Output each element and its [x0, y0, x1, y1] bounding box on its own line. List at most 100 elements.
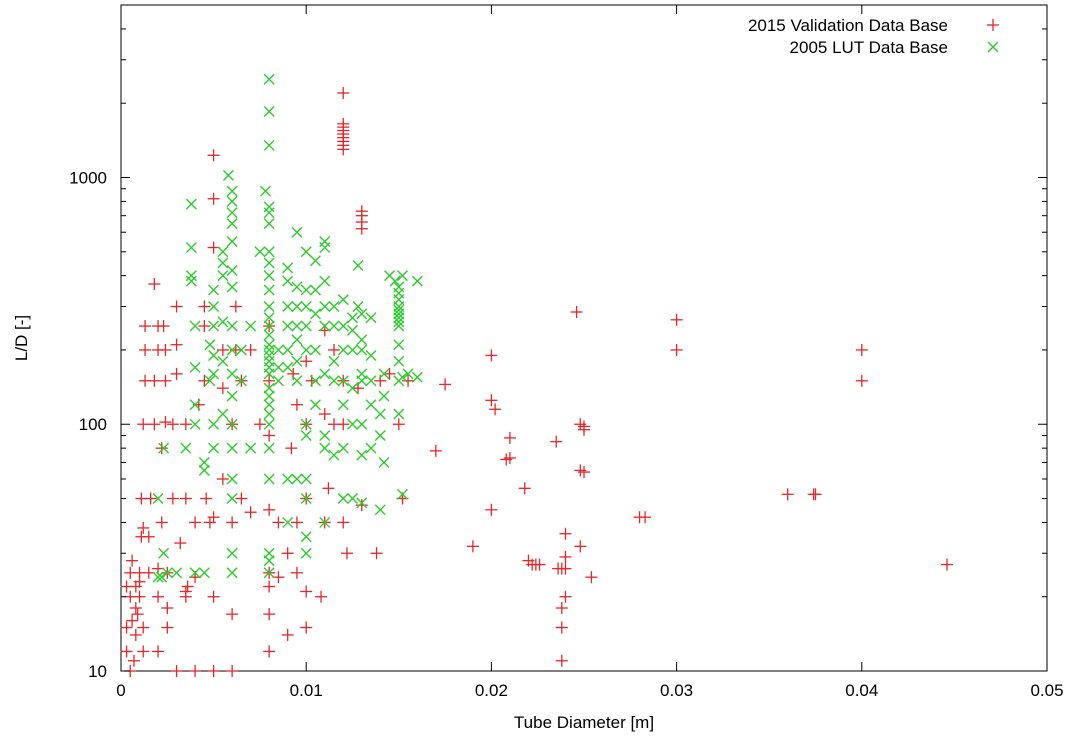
data-point — [374, 504, 386, 516]
marker-stroke-b — [226, 493, 238, 505]
data-point — [189, 399, 201, 411]
marker-stroke-b — [309, 284, 321, 296]
data-point — [133, 575, 146, 588]
data-point — [129, 602, 142, 615]
data-point — [337, 493, 349, 505]
data-point — [179, 585, 192, 598]
plot-border — [120, 4, 1048, 672]
marker-stroke-b — [185, 198, 197, 210]
marker-stroke-b — [217, 355, 229, 367]
marker-stroke-b — [356, 449, 368, 461]
data-point — [259, 185, 271, 197]
marker-stroke-b — [291, 281, 303, 293]
data-point — [263, 320, 275, 332]
marker-stroke-b — [208, 418, 220, 430]
marker-stroke-b — [272, 344, 284, 356]
marker-stroke-b — [356, 344, 368, 356]
marker-stroke-b — [282, 344, 294, 356]
marker-stroke-b — [393, 320, 405, 332]
data-point — [559, 527, 572, 540]
marker-stroke-b — [347, 418, 358, 430]
data-point — [485, 503, 498, 516]
data-point — [137, 418, 150, 431]
data-point — [217, 355, 229, 367]
series-1 — [120, 86, 953, 677]
marker-stroke-b — [263, 418, 275, 430]
data-point — [157, 320, 170, 333]
data-point — [570, 306, 583, 319]
marker-stroke-b — [208, 368, 220, 380]
data-point — [356, 344, 368, 356]
marker-stroke-b — [263, 408, 275, 420]
marker-stroke-b — [263, 218, 275, 230]
marker-stroke-b — [393, 316, 405, 328]
data-point — [337, 516, 350, 529]
data-point — [578, 466, 590, 479]
marker-stroke-b — [185, 242, 197, 254]
data-point — [940, 558, 953, 571]
data-point — [263, 442, 275, 454]
data-point — [356, 418, 368, 430]
marker-stroke-b — [208, 320, 220, 332]
legend-marker — [987, 41, 999, 53]
data-point — [300, 621, 313, 634]
data-point — [155, 516, 168, 529]
marker-stroke-b — [272, 361, 284, 373]
data-point — [207, 665, 220, 677]
marker-stroke-b — [263, 473, 275, 485]
data-point — [181, 580, 194, 593]
marker-stroke-b — [337, 320, 349, 332]
data-point — [226, 608, 239, 621]
marker-stroke-b — [189, 320, 201, 332]
marker-stroke-b — [300, 418, 312, 430]
data-point — [282, 320, 294, 332]
data-point — [226, 236, 238, 248]
data-point — [198, 320, 211, 333]
data-point — [127, 654, 140, 667]
legend-label: 2005 LUT Data Base — [790, 38, 948, 57]
data-point — [309, 255, 321, 267]
data-point — [263, 408, 275, 420]
data-point — [161, 621, 174, 634]
data-point — [402, 368, 414, 380]
data-point — [272, 375, 284, 387]
legend-marker — [987, 19, 999, 31]
data-point — [156, 571, 168, 583]
data-point — [272, 344, 284, 356]
marker-stroke-b — [291, 355, 303, 367]
marker-stroke-b — [226, 207, 238, 219]
data-point — [352, 259, 364, 271]
data-point — [466, 540, 479, 553]
data-point — [189, 418, 201, 430]
marker-stroke-b — [291, 226, 303, 238]
x-tick-label: 0.05 — [1030, 681, 1063, 700]
marker-stroke-b — [328, 301, 340, 312]
data-point — [217, 316, 229, 328]
data-point — [254, 246, 266, 258]
data-point — [328, 301, 340, 312]
marker-stroke-b — [204, 375, 216, 387]
marker-stroke-b — [198, 464, 210, 476]
data-point — [158, 442, 170, 454]
data-point — [347, 344, 358, 356]
marker-stroke-b — [189, 567, 201, 579]
data-point — [319, 516, 331, 528]
data-point — [300, 284, 312, 296]
data-point — [300, 355, 313, 368]
marker-stroke-b — [263, 312, 275, 324]
data-point — [208, 284, 220, 296]
data-point — [322, 482, 335, 495]
marker-stroke-b — [282, 262, 294, 274]
marker-stroke-b — [263, 246, 275, 258]
marker-stroke-b — [263, 399, 275, 411]
marker-stroke-b — [180, 442, 192, 454]
data-point — [263, 390, 275, 402]
marker-stroke-b — [263, 106, 275, 118]
marker-stroke-b — [226, 236, 238, 248]
data-point — [300, 246, 312, 258]
data-point — [139, 343, 152, 356]
data-point — [355, 499, 368, 512]
y-axis-label: L/D [-] — [12, 315, 31, 361]
data-point — [309, 375, 321, 387]
